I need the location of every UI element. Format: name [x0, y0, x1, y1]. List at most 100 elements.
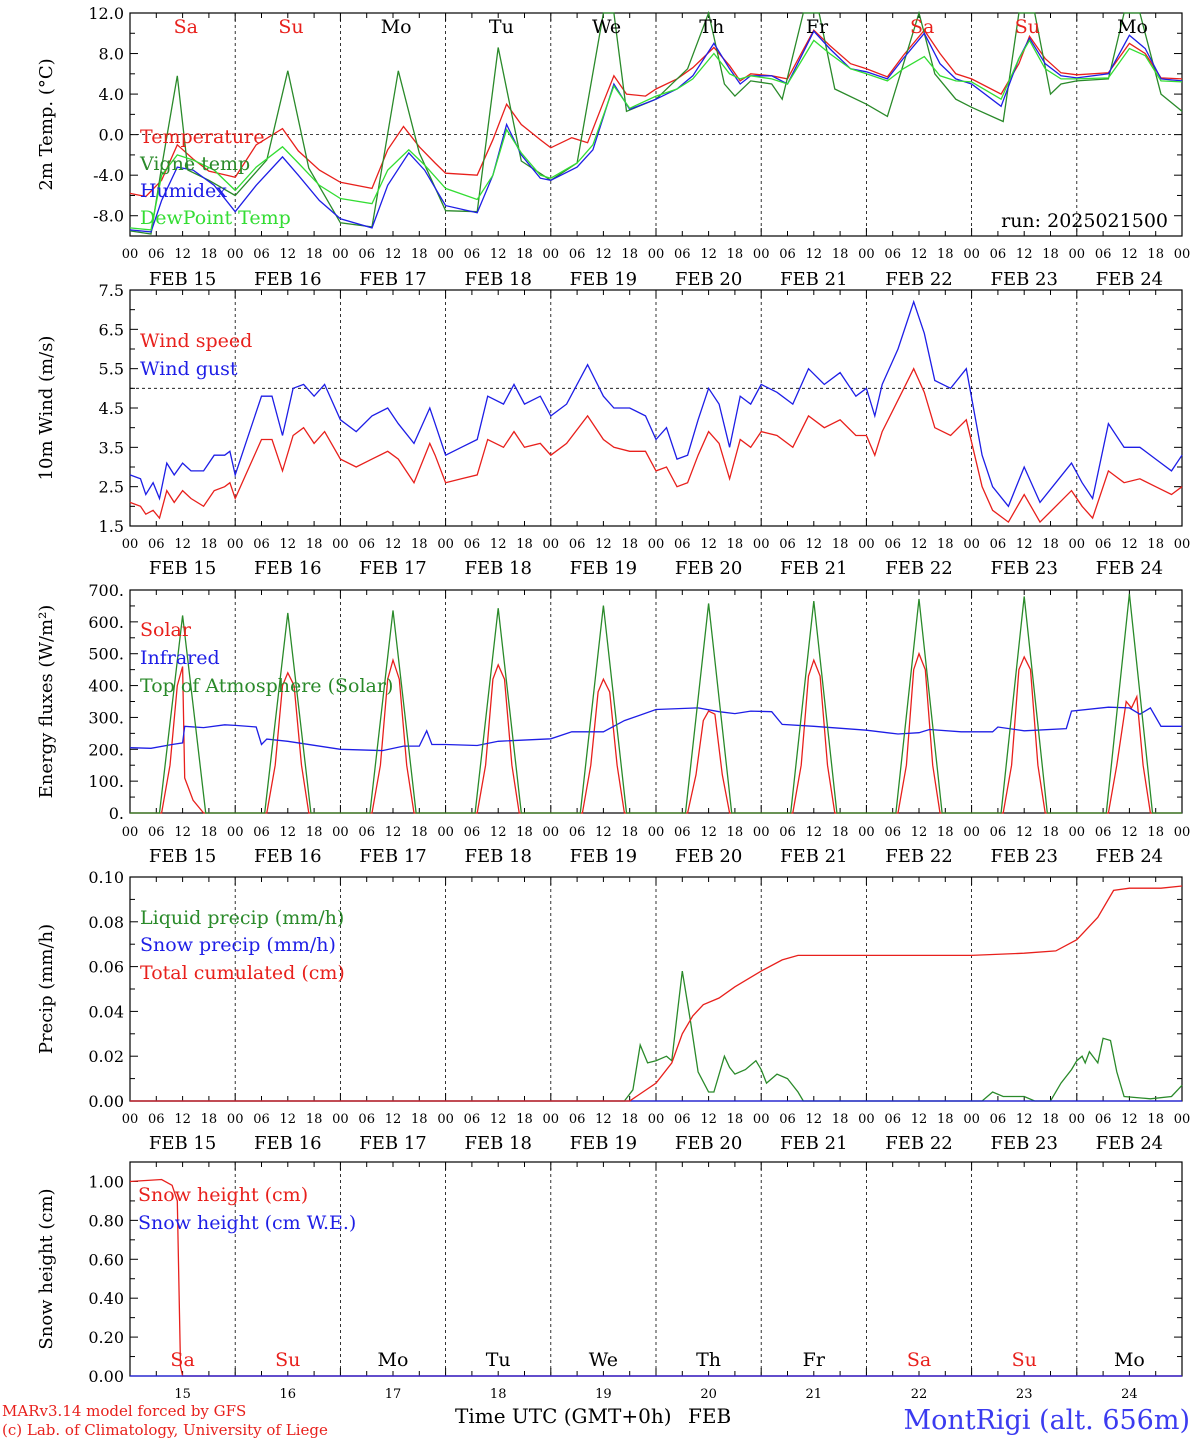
- date-label: FEB 20: [675, 269, 742, 290]
- y-tick-label: 0.08: [88, 913, 124, 932]
- date-label: FEB 23: [990, 846, 1057, 867]
- series-line-temperature: [129, 29, 1183, 198]
- hour-tick-label: 12: [806, 537, 823, 552]
- y-tick-label: 1.5: [99, 517, 124, 536]
- y-tick-label: 0.40: [88, 1289, 124, 1308]
- station-name: MontRigi (alt. 656m): [903, 1405, 1190, 1436]
- hour-tick-label: 18: [1147, 1112, 1164, 1127]
- y-tick-label: -8.0: [93, 207, 124, 226]
- hour-tick-label: 06: [358, 247, 375, 262]
- hour-tick-label: 00: [122, 825, 139, 840]
- y-axis-label: Snow height (cm): [36, 1188, 57, 1349]
- hour-tick-label: 00: [963, 825, 980, 840]
- hour-tick-label: 06: [990, 537, 1007, 552]
- date-label: FEB 22: [885, 846, 952, 867]
- date-label: FEB 20: [675, 1133, 742, 1154]
- hour-tick-label: 06: [148, 825, 165, 840]
- hour-tick-label: 06: [1095, 247, 1112, 262]
- hour-tick-label: 00: [437, 1112, 454, 1127]
- date-label: FEB 24: [1096, 1133, 1163, 1154]
- day-label: Su: [1012, 1349, 1037, 1371]
- hour-tick-label: 06: [1095, 825, 1112, 840]
- date-label: FEB 24: [1096, 846, 1163, 867]
- hour-tick-label: 18: [411, 825, 428, 840]
- day-number-label: 19: [595, 1387, 612, 1402]
- y-tick-label: 700.: [88, 581, 124, 600]
- hour-tick-label: 12: [1121, 825, 1138, 840]
- date-label: FEB 24: [1096, 269, 1163, 290]
- hour-tick-label: 12: [385, 825, 402, 840]
- day-label: Fr: [803, 1349, 826, 1371]
- legend-entry: Total cumulated (cm): [140, 962, 345, 984]
- day-label: Mo: [1117, 16, 1148, 38]
- day-number-label: 24: [1121, 1387, 1138, 1402]
- hour-tick-label: 00: [332, 825, 349, 840]
- day-number-label: 16: [280, 1387, 297, 1402]
- hour-tick-label: 06: [569, 247, 586, 262]
- series-line-liquid-precip-mm-h-: [130, 970, 1183, 1102]
- hour-tick-label: 06: [569, 825, 586, 840]
- hour-tick-label: 18: [411, 247, 428, 262]
- hour-tick-label: 12: [1121, 537, 1138, 552]
- y-tick-label: 500.: [88, 645, 124, 664]
- hour-tick-label: 18: [306, 1112, 323, 1127]
- y-tick-label: 4.5: [99, 399, 124, 418]
- y-tick-label: 0.10: [88, 868, 124, 887]
- time-axis-unit: FEB: [688, 1404, 731, 1428]
- hour-tick-label: 12: [595, 1112, 612, 1127]
- hour-tick-label: 00: [1174, 537, 1191, 552]
- hour-tick-label: 18: [1147, 537, 1164, 552]
- hour-tick-label: 06: [253, 247, 270, 262]
- hour-tick-label: 12: [1016, 247, 1033, 262]
- y-tick-label: 0.80: [88, 1211, 124, 1230]
- hour-tick-label: 18: [621, 537, 638, 552]
- hour-tick-label: 00: [753, 825, 770, 840]
- hour-tick-label: 00: [1069, 1112, 1086, 1127]
- hour-tick-label: 18: [411, 537, 428, 552]
- hour-tick-label: 00: [437, 537, 454, 552]
- legend-entry: Vigne temp: [139, 153, 250, 175]
- hour-tick-label: 06: [148, 1112, 165, 1127]
- day-number-label: 22: [911, 1387, 928, 1402]
- hour-tick-label: 18: [306, 247, 323, 262]
- hour-tick-label: 12: [595, 247, 612, 262]
- date-label: FEB 15: [149, 558, 216, 579]
- date-label: FEB 15: [149, 1133, 216, 1154]
- hour-tick-label: 12: [174, 247, 191, 262]
- date-label: FEB 17: [359, 269, 426, 290]
- hour-tick-label: 18: [201, 247, 218, 262]
- precip-panel: 0.10 0.08 0.06 0.04 0.02 0.00 Precip (mm/h) Liq…: [36, 868, 1190, 1154]
- hour-tick-label: 06: [884, 1112, 901, 1127]
- y-axis-label: Precip (mm/h): [36, 924, 57, 1054]
- hour-tick-label: 18: [937, 537, 954, 552]
- hour-tick-label: 00: [227, 537, 244, 552]
- hour-tick-label: 12: [595, 537, 612, 552]
- date-label: FEB 22: [885, 269, 952, 290]
- hour-tick-label: 18: [516, 825, 533, 840]
- hour-tick-label: 18: [937, 247, 954, 262]
- hour-tick-label: 06: [779, 1112, 796, 1127]
- hour-tick-label: 00: [753, 1112, 770, 1127]
- hour-tick-label: 06: [674, 825, 691, 840]
- hour-tick-label: 06: [1095, 537, 1112, 552]
- date-label: FEB 17: [359, 846, 426, 867]
- hour-tick-label: 12: [280, 825, 297, 840]
- hour-tick-label: 18: [1042, 247, 1059, 262]
- hour-tick-label: 00: [648, 1112, 665, 1127]
- hour-tick-label: 18: [937, 1112, 954, 1127]
- day-label: Mo: [378, 1349, 409, 1371]
- hour-tick-label: 18: [201, 1112, 218, 1127]
- day-label: Sa: [907, 1349, 931, 1371]
- hour-tick-label: 06: [779, 537, 796, 552]
- legend-entry: Snow height (cm): [138, 1184, 308, 1206]
- hour-tick-label: 18: [727, 825, 744, 840]
- hour-tick-label: 18: [306, 825, 323, 840]
- hour-tick-label: 00: [543, 247, 560, 262]
- hour-tick-label: 00: [1069, 247, 1086, 262]
- day-label: Th: [699, 16, 724, 38]
- hour-tick-label: 06: [358, 1112, 375, 1127]
- hour-tick-label: 06: [253, 1112, 270, 1127]
- date-label: FEB 18: [464, 558, 531, 579]
- legend-entry: Infrared: [140, 647, 220, 669]
- legend-entry: Snow precip (mm/h): [140, 934, 336, 956]
